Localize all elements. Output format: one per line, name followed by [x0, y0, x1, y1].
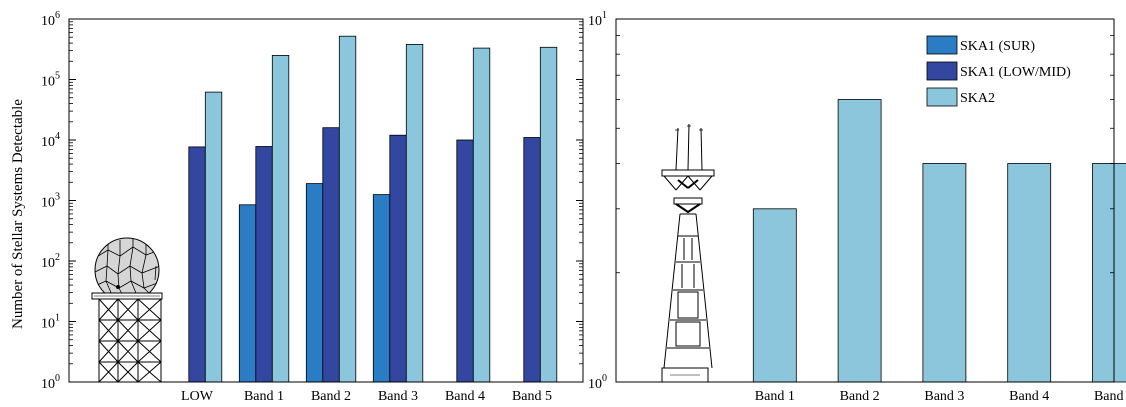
- left-chart-panel: LOW Band 1 Band 2 Band 3 Band 4 Band 5 100 101 1…: [10, 10, 584, 404]
- x-tick-label-left-band-2: Band 2: [311, 389, 351, 404]
- x-tick-label-left-band-5: Band 5: [512, 389, 552, 404]
- legend: SKA1 (SUR) SKA1 (LOW/MID) SKA2: [926, 35, 1071, 107]
- bar-left-ska2-band-5: [539, 46, 558, 383]
- x-tick-label-right-band-4: Band 4: [1009, 389, 1049, 404]
- bar-right-ska2-band-3: [922, 163, 967, 383]
- right-axes-box: [615, 18, 1115, 383]
- x-tick-label-right-band-3: Band 3: [924, 389, 964, 404]
- legend-label-ska2: SKA2: [960, 91, 995, 106]
- legend-label-ska1-low-mid: SKA1 (LOW/MID): [960, 65, 1071, 80]
- y-tick-label-left-1e0: 100: [41, 373, 60, 392]
- bar-left-ska2-band-3: [405, 44, 424, 383]
- bar-left-ska2-band-2: [338, 35, 357, 383]
- x-tick-label-left-low: LOW: [181, 389, 214, 404]
- bar-left-ska1-sur-band-1: [238, 204, 257, 383]
- legend-label-ska1-sur: SKA1 (SUR): [960, 39, 1035, 54]
- right-bars: [752, 99, 1126, 383]
- bar-left-ska2-band-4: [472, 47, 491, 383]
- x-tick-label-left-band-1: Band 1: [244, 389, 284, 404]
- bar-right-ska2-band-5: [1092, 163, 1126, 383]
- y-tick-label-left-1e1: 101: [41, 313, 60, 332]
- legend-swatch-ska1-low-mid: [926, 61, 958, 81]
- bar-left-ska2-band-1: [271, 55, 290, 383]
- x-tick-label-left-band-4: Band 4: [445, 389, 485, 404]
- left-y-axis-label: Number of Stellar Systems Detectable: [10, 99, 26, 329]
- x-tick-label-right-band-1: Band 1: [755, 389, 795, 404]
- bar-left-ska2-low: [204, 91, 223, 383]
- y-tick-label-left-1e3: 103: [41, 192, 60, 211]
- bar-left-ska1-low-mid-band-3: [389, 134, 407, 383]
- bar-left-ska1-sur-band-2: [305, 183, 324, 383]
- bar-left-ska1-low-mid-band-4: [456, 139, 474, 383]
- legend-swatch-ska1-sur: [926, 35, 958, 55]
- y-tick-label-left-1e4: 104: [41, 131, 60, 150]
- right-chart-panel: Band 1 Band 2 Band 3 Band 4 Band 5 100 101 SKA…: [588, 10, 1126, 404]
- bar-left-ska1-low-mid-band-5: [523, 137, 541, 383]
- bar-right-ska2-band-4: [1007, 163, 1052, 383]
- left-bars: [188, 35, 558, 383]
- bar-right-ska2-band-1: [752, 208, 797, 383]
- bar-left-ska1-low-mid-low: [188, 146, 206, 383]
- sutro-tower-icon: [661, 123, 715, 383]
- right-axes: Band 1 Band 2 Band 3 Band 4 Band 5 100 101: [588, 10, 1126, 404]
- y-tick-label-left-1e6: 106: [41, 10, 60, 29]
- bar-right-ska2-band-2: [837, 99, 882, 383]
- x-tick-label-right-band-5: Band 5: [1094, 389, 1126, 404]
- bar-left-ska1-sur-band-3: [372, 194, 391, 383]
- bar-left-ska1-low-mid-band-2: [322, 127, 340, 383]
- y-tick-label-left-1e2: 102: [41, 252, 60, 271]
- x-tick-label-right-band-2: Band 2: [840, 389, 880, 404]
- legend-swatch-ska2: [926, 87, 958, 107]
- x-tick-label-left-band-3: Band 3: [378, 389, 418, 404]
- y-tick-label-right-1e1: 101: [588, 10, 607, 29]
- y-tick-label-left-1e5: 105: [41, 71, 60, 90]
- bar-left-ska1-low-mid-band-1: [255, 146, 273, 383]
- left-axes: LOW Band 1 Band 2 Band 3 Band 4 Band 5 100 101 1…: [41, 10, 584, 404]
- y-tick-label-right-1e0: 100: [588, 373, 607, 392]
- radar-dome-tower-icon: [91, 237, 163, 383]
